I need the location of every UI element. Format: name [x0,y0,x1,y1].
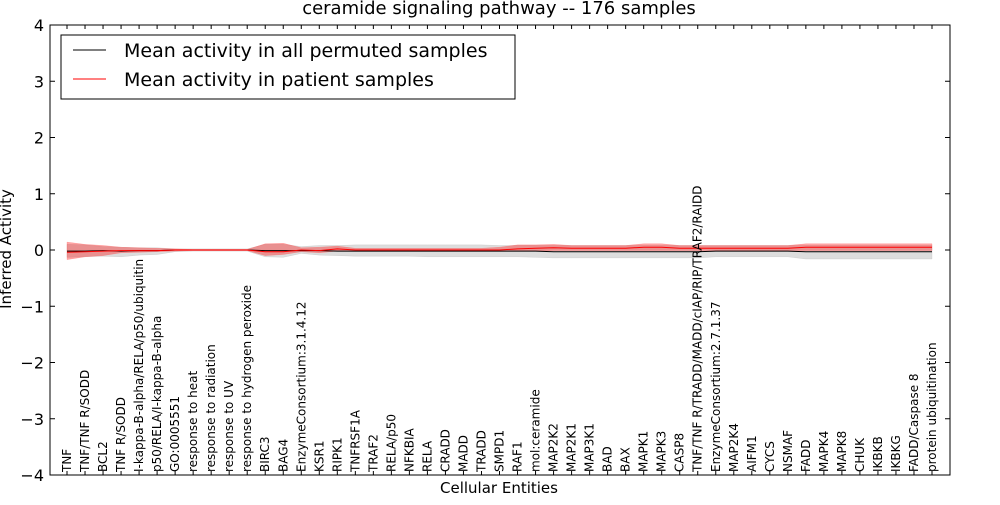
y-tick-label: −3 [20,410,44,429]
series-lines [66,246,932,253]
y-tick-label: −1 [20,297,44,316]
x-category-label: AIFM1 [745,435,759,472]
x-category-label: MAPK1 [637,431,651,472]
x-category-label: EnzymeConsortium:3.1.4.12 [294,301,308,472]
x-category-label: TRADD [475,430,489,473]
x-category-label: MAPK8 [835,431,849,472]
x-category-label: RIPK1 [330,437,344,472]
x-category-label: RELA/p50 [384,414,398,472]
x-category-label: BCL2 [96,441,110,472]
x-category-label: BAD [601,446,615,472]
x-category-label: CYCS [763,441,777,472]
x-category-label: BIRC3 [258,436,272,472]
x-category-label: FADD [799,440,813,473]
x-category-label: protein ubiquitination [925,342,939,472]
legend-label-permuted: Mean activity in all permuted samples [124,40,487,62]
x-category-label: CASP8 [673,433,687,472]
legend-label-patient: Mean activity in patient samples [124,69,434,91]
x-category-label: NSMAF [781,430,795,472]
x-category-label: response to heat [186,370,200,472]
x-category-label: p50/RELA/I-kappa-B-alpha [150,316,164,472]
x-category-label: mol:ceramide [529,389,543,472]
x-category-label: EnzymeConsortium:2.7.1.37 [709,301,723,472]
legend: Mean activity in all permuted samples Mea… [60,34,516,100]
x-category-label: CHUK [853,437,867,472]
x-category-label: I-kappa-B-alpha/RELA/p50/ubiquitin [132,259,146,472]
x-category-label: RAF1 [511,441,525,472]
y-tick-label: −2 [20,354,44,373]
x-category-label: MAP2K1 [565,423,579,472]
x-category-label: SMPD1 [493,430,507,472]
x-category-label: BAX [619,447,633,472]
x-category-label: IKBKB [871,436,885,472]
x-category-label: TNF/TNF R/TRADD/MADD/cIAP/RIP/TRAF2/RAID… [691,186,705,474]
x-category-label: response to UV [222,380,236,472]
x-category-label: MAP2K4 [727,423,741,472]
x-category-label: TNFRSF1A [348,409,362,473]
x-category-label: TRAF2 [366,434,380,473]
y-tick-label: 2 [34,129,44,148]
x-category-label: MAPK4 [817,431,831,472]
x-category-label: response to radiation [204,344,218,472]
x-category-label: TNF/TNF R/SODD [78,370,92,473]
y-tick-label: 0 [34,241,44,260]
x-category-label: response to hydrogen peroxide [240,285,254,472]
y-tick-label: 3 [34,72,44,91]
x-category-label: MADD [457,435,471,472]
x-category-label: MAP3K1 [583,423,597,472]
axes: −4 −3 −2 −1 0 1 2 3 4 TNF TNF/TNF R/SODD BCL2 TNF R/… [20,16,951,485]
x-category-label: CRADD [438,429,452,472]
x-category-label: GO:0005551 [168,396,182,472]
x-category-label: TNF [60,449,74,473]
x-category-label: NFKBIA [402,427,416,472]
x-category-label: BAG4 [276,439,290,472]
x-category-label: KSR1 [312,441,326,472]
chart-title: ceramide signaling pathway -- 176 sample… [302,0,696,19]
x-category-label: MAPK3 [655,431,669,472]
x-category-label: MAP2K2 [547,423,561,472]
x-category-label: TNF R/SODD [114,397,128,473]
x-category-label: IKBKG [889,435,903,472]
y-tick-label: 4 [34,16,44,35]
x-category-label: FADD/Caspase 8 [907,373,921,472]
legend-box [60,34,516,100]
y-axis-title: Inferred Activity [0,189,15,309]
x-category-label: RELA [420,440,434,472]
x-axis-title: Cellular Entities [440,479,558,497]
y-tick-label: −4 [20,466,44,485]
y-tick-label: 1 [34,185,44,204]
series-line-patient [66,246,932,253]
